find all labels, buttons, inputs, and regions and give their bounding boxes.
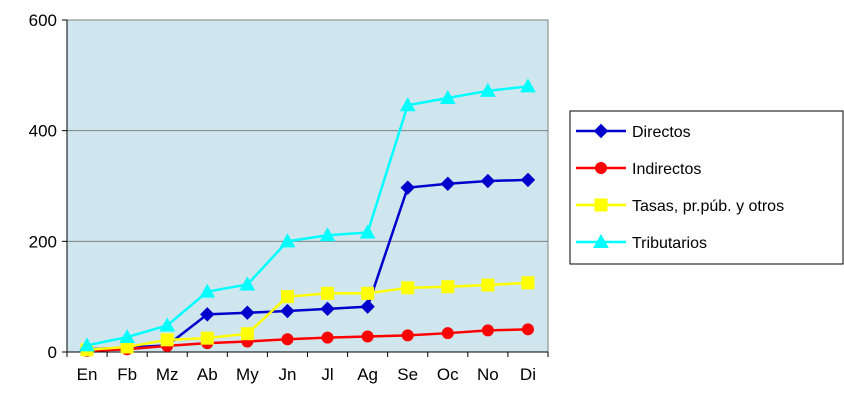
x-tick-label: No <box>477 365 499 384</box>
legend-box <box>569 110 844 265</box>
legend-label: Indirectos <box>632 161 701 178</box>
data-point <box>159 317 176 332</box>
x-tick-label: Jl <box>321 365 333 384</box>
series-tributarios <box>79 78 536 352</box>
x-tick-label: Oc <box>437 365 459 384</box>
legend-marker <box>595 162 607 174</box>
legend-marker <box>594 198 608 212</box>
data-point <box>280 303 295 319</box>
series-line <box>86 281 529 352</box>
data-point <box>200 331 214 345</box>
data-point <box>480 173 496 189</box>
data-point <box>480 82 496 97</box>
y-axis-ticks: 0 200 400 600 <box>29 11 67 362</box>
legend-item: Tasas, pr.púb. y otros <box>576 198 784 215</box>
data-point <box>199 283 216 298</box>
x-tick-label: Ab <box>197 365 218 384</box>
x-tick-label: Di <box>520 365 536 384</box>
data-point <box>399 97 416 112</box>
data-point <box>79 337 95 352</box>
y-tick-label: 200 <box>29 232 57 251</box>
legend-item: Indirectos <box>576 161 701 178</box>
x-tick-label: Mz <box>156 365 179 384</box>
series-group <box>79 78 536 357</box>
data-point <box>400 180 415 195</box>
x-tick-label: My <box>236 365 259 384</box>
data-point <box>320 301 335 317</box>
legend-item: Directos <box>576 123 691 141</box>
data-point <box>240 305 255 320</box>
y-tick-label: 0 <box>48 343 57 362</box>
series-line <box>86 328 528 353</box>
data-point <box>439 89 456 105</box>
legend-marker <box>593 233 609 248</box>
data-point <box>441 280 455 294</box>
data-point <box>401 329 414 342</box>
x-tick-label: Ag <box>357 365 378 384</box>
x-tick-label: Fb <box>117 365 137 384</box>
data-point <box>401 281 415 295</box>
data-point <box>481 324 494 337</box>
legend: Directos Indirectos Tasas, pr.púb. y otros… <box>569 110 844 265</box>
data-point <box>361 286 375 300</box>
data-point <box>521 323 534 336</box>
x-tick-label: Jn <box>278 365 296 384</box>
data-point <box>239 276 256 291</box>
y-tick-label: 400 <box>29 122 57 141</box>
x-tick-label: Se <box>397 365 418 384</box>
x-tick-label: En <box>77 365 98 384</box>
data-point <box>441 327 454 340</box>
data-point <box>279 233 296 248</box>
plot-area <box>66 19 549 353</box>
data-point <box>360 299 375 314</box>
data-point <box>321 331 334 344</box>
series-line <box>86 85 529 347</box>
data-point <box>200 307 215 322</box>
data-point <box>481 278 495 292</box>
data-point <box>359 224 376 239</box>
data-point <box>520 172 536 188</box>
legend-label: Directos <box>632 124 691 141</box>
legend-item: Tributarios <box>576 233 707 252</box>
legend-marker <box>593 123 609 139</box>
data-point <box>280 290 294 304</box>
legend-label: Tributarios <box>632 235 707 252</box>
data-point <box>440 176 455 191</box>
data-point <box>521 276 535 290</box>
y-tick-label: 600 <box>29 11 57 30</box>
data-point <box>281 333 294 346</box>
data-point <box>119 329 135 344</box>
gridlines <box>67 130 548 242</box>
legend-label: Tasas, pr.púb. y otros <box>632 198 784 215</box>
data-point <box>361 330 374 343</box>
data-point <box>520 78 536 93</box>
data-point <box>160 333 174 347</box>
data-point <box>319 227 336 242</box>
data-point <box>321 286 335 300</box>
x-axis-ticks: En Fb Mz Ab My Jn Jl Ag Se Oc No Di <box>66 352 549 384</box>
series-tasas-pr-p-b-y-otros <box>80 276 535 357</box>
data-point <box>240 327 254 341</box>
